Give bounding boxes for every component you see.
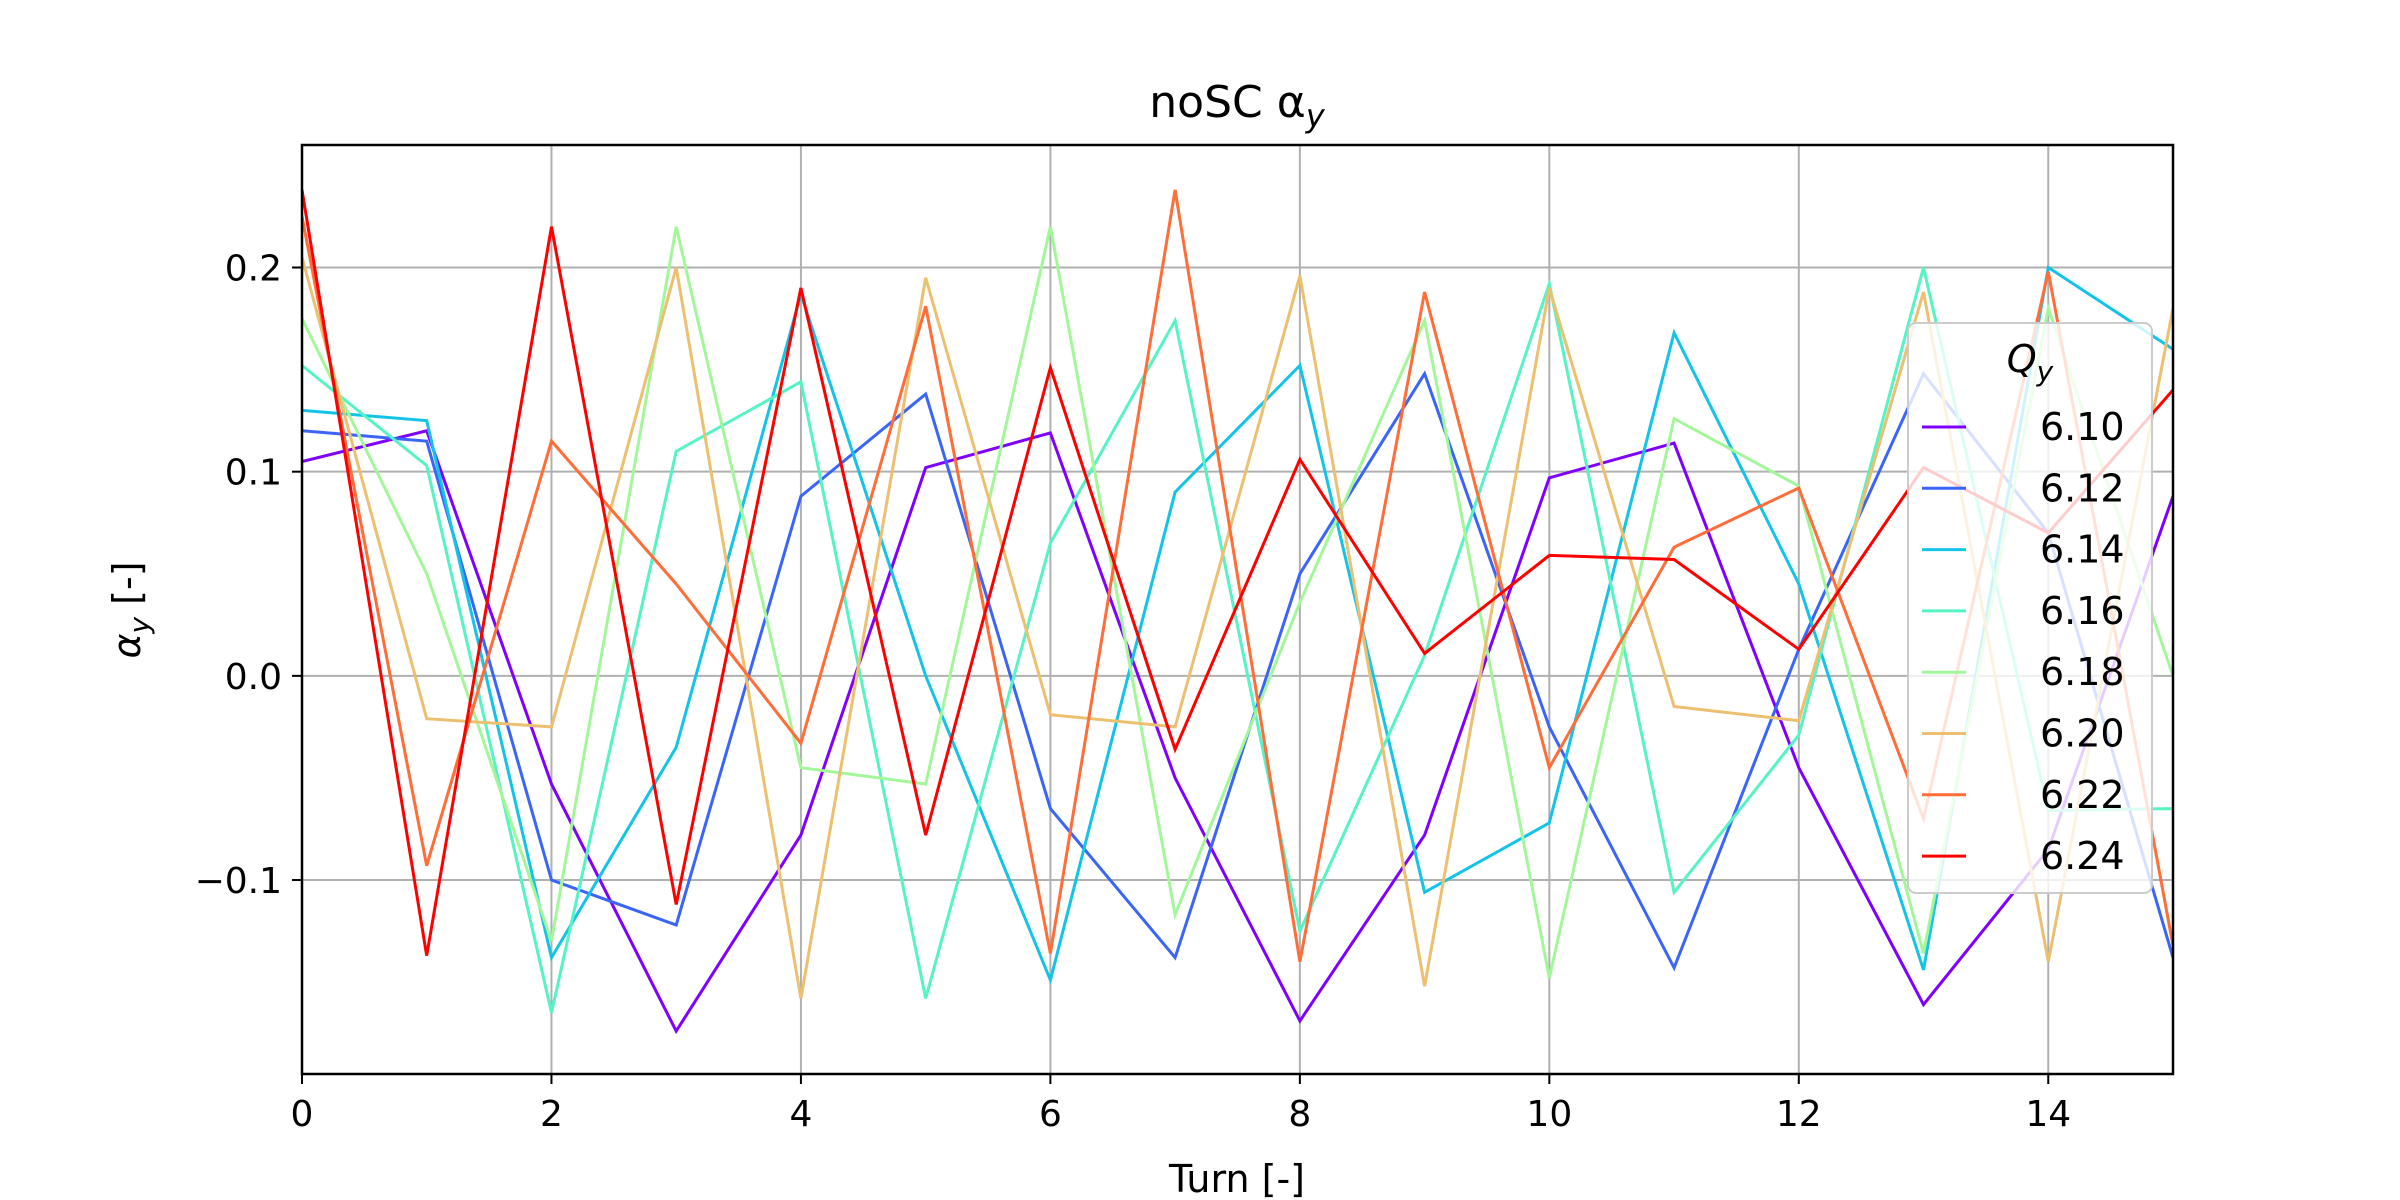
x-axis-ticks: 0 2 4 6 8 10 12 14 [291, 1074, 2071, 1135]
legend-title: Qy [2007, 337, 2054, 388]
plot-frame [300, 143, 2175, 1076]
series-lines [302, 189, 2173, 1035]
series-line-6-18 [302, 226, 2173, 979]
legend-entry: 6.12 [1922, 466, 2125, 510]
series-line-6-24 [302, 189, 2173, 956]
y-tick-label: 0.1 [225, 453, 282, 494]
legend-label: 6.16 [2040, 589, 2125, 633]
legend-entry: 6.20 [1922, 712, 2125, 756]
x-tick-label: 8 [1288, 1094, 1311, 1135]
legend-entry: 6.24 [1922, 834, 2125, 878]
legend-box [1907, 322, 2153, 894]
x-tick-label: 14 [2025, 1094, 2071, 1135]
series-line-6-20 [302, 256, 2173, 999]
x-tick-label: 6 [1039, 1094, 1062, 1135]
series-line-6-14 [302, 264, 2173, 985]
x-tick-label: 0 [291, 1094, 314, 1135]
x-tick-label: 12 [1776, 1094, 1822, 1135]
series-line-6-22 [302, 189, 2173, 962]
chart-title: noSC αy [1149, 77, 1325, 135]
legend-entry: 6.10 [1922, 405, 2125, 449]
legend-label: 6.14 [2040, 528, 2125, 572]
x-axis-label: Turn [-] [1168, 1157, 1305, 1200]
legend-label: 6.22 [2040, 773, 2125, 817]
y-axis-ticks: −0.1 0.0 0.1 0.2 [195, 249, 302, 902]
legend-entry: 6.14 [1922, 528, 2125, 572]
legend-label: 6.10 [2040, 405, 2125, 449]
y-tick-label: −0.1 [195, 861, 282, 902]
y-tick-label: 0.2 [225, 249, 282, 290]
y-tick-label: 0.0 [225, 657, 282, 698]
series-line-6-10 [302, 429, 2173, 1035]
y-axis-label: αy [-] [105, 561, 156, 658]
x-tick-label: 2 [540, 1094, 563, 1135]
legend-entry: 6.22 [1922, 773, 2125, 817]
legend-label: 6.18 [2040, 650, 2125, 694]
grid [301, 145, 2173, 1074]
legend-entries: 6.10 6.12 6.14 6.16 6.18 6.20 6.22 6.24 [1922, 405, 2125, 878]
x-tick-label: 10 [1526, 1094, 1572, 1135]
legend-entry: 6.16 [1922, 589, 2125, 633]
legend: Qy 6.10 6.12 6.14 6.16 6.18 6.20 6.22 6.24 [1907, 322, 2153, 894]
x-tick-label: 4 [789, 1094, 812, 1135]
legend-label: 6.12 [2040, 466, 2125, 510]
legend-label: 6.20 [2040, 712, 2125, 756]
legend-entry: 6.18 [1922, 650, 2125, 694]
legend-label: 6.24 [2040, 834, 2125, 878]
